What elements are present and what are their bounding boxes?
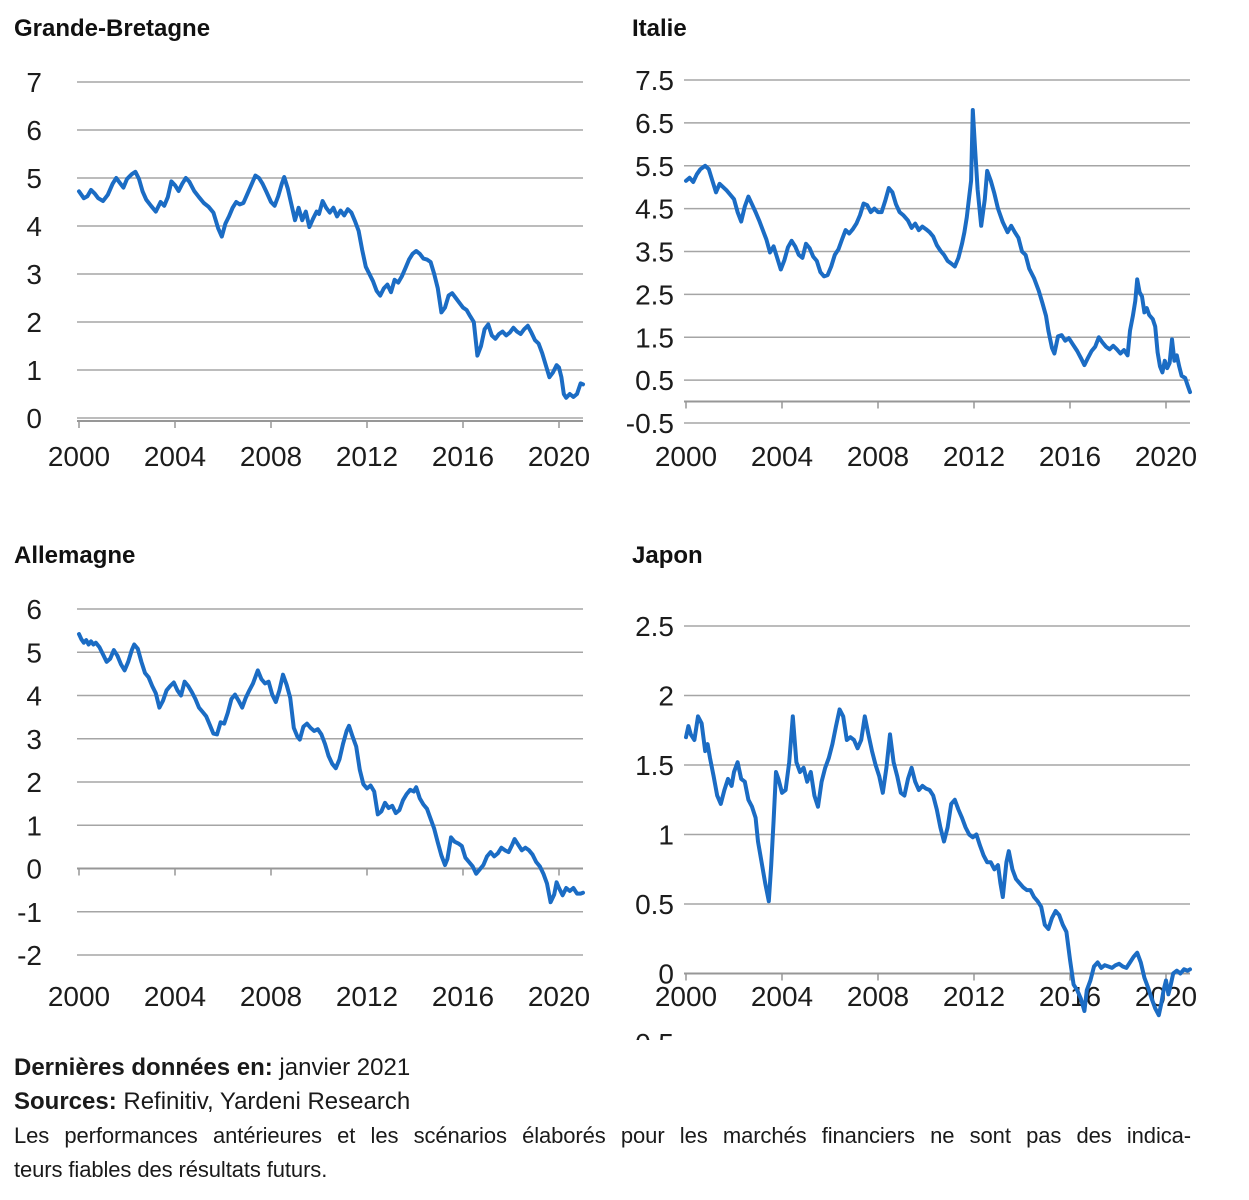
chart-title-allemagne: Allemagne (14, 542, 136, 569)
y-axis-label: -2 (17, 940, 42, 971)
y-axis-label: 1 (658, 820, 674, 851)
y-axis-label: 4 (26, 681, 42, 712)
x-axis-label: 2012 (943, 441, 1005, 472)
x-axis-label: 2000 (655, 981, 717, 1012)
y-axis-label: 7.5 (635, 65, 674, 96)
disclaimer-line2: teurs fiables des résultats futurs. (14, 1157, 328, 1182)
x-axis-label: 2008 (240, 981, 302, 1012)
y-axis-label: 6.5 (635, 108, 674, 139)
x-axis-label: 2000 (48, 981, 110, 1012)
sources-line: Sources: Refinitiv, Yardeni Research (14, 1085, 1191, 1119)
y-axis-label: 7 (26, 67, 42, 98)
y-axis-label: 2 (26, 307, 42, 338)
last-data-value: janvier 2021 (279, 1054, 411, 1081)
y-axis-label: -0.5 (626, 1028, 674, 1040)
y-axis-label: 6 (26, 594, 42, 625)
y-axis-label: 2.5 (635, 611, 674, 642)
y-axis-label: 2.5 (635, 279, 674, 310)
x-axis-label: 2020 (1135, 441, 1197, 472)
last-data-label: Dernières données en: (14, 1054, 273, 1081)
y-axis-label: 0 (658, 959, 674, 990)
x-axis-label: 2000 (655, 441, 717, 472)
y-axis-label: 5 (26, 637, 42, 668)
sources-label: Sources: (14, 1088, 117, 1115)
x-axis-label: 2016 (1039, 981, 1101, 1012)
x-axis-label: 2008 (240, 441, 302, 472)
y-axis-label: 3 (26, 724, 42, 755)
y-axis-label: 3.5 (635, 237, 674, 268)
x-axis-label: 2004 (751, 441, 813, 472)
y-axis-label: 3 (26, 259, 42, 290)
chart-title-japon: Japon (632, 542, 703, 569)
x-axis-label: 2016 (1039, 441, 1101, 472)
y-axis-label: 2 (658, 681, 674, 712)
y-axis-label: 1 (26, 810, 42, 841)
chart-title-grande-bretagne: Grande-Bretagne (14, 15, 211, 42)
y-axis-label: 5.5 (635, 151, 674, 182)
last-data-line: Dernières données en: janvier 2021 (14, 1051, 1191, 1085)
y-axis-label: 4 (26, 211, 42, 242)
y-axis-label: -0.5 (626, 408, 674, 439)
series-line-japon (684, 707, 1192, 1018)
y-axis-label: 1.5 (635, 322, 674, 353)
x-axis-label: 2016 (432, 441, 494, 472)
chart-title-italie: Italie (632, 15, 687, 42)
y-axis-label: 2 (26, 767, 42, 798)
x-axis-label: 2012 (943, 981, 1005, 1012)
x-axis-label: 2008 (847, 441, 909, 472)
y-axis-label: 1.5 (635, 750, 674, 781)
series-line-italie (684, 108, 1192, 395)
sources-value: Refinitiv, Yardeni Research (123, 1088, 411, 1115)
y-axis-label: 4.5 (635, 194, 674, 225)
footer: Dernières données en: janvier 2021 Sourc… (14, 1051, 1191, 1187)
x-axis-label: 2020 (528, 441, 590, 472)
x-axis-label: 2000 (48, 441, 110, 472)
y-axis-label: 0 (26, 854, 42, 885)
series-line-grande-bretagne (77, 169, 585, 400)
y-axis-label: 6 (26, 115, 42, 146)
x-axis-label: 2004 (144, 981, 206, 1012)
x-axis-label: 2004 (144, 441, 206, 472)
y-axis-label: 1 (26, 355, 42, 386)
disclaimer-line1: Les performances antérieures et les scén… (14, 1123, 1191, 1148)
x-axis-label: 2008 (847, 981, 909, 1012)
y-axis-label: 0.5 (635, 889, 674, 920)
x-axis-label: 2016 (432, 981, 494, 1012)
x-axis-label: 2012 (336, 981, 398, 1012)
x-axis-label: 2020 (528, 981, 590, 1012)
y-axis-label: 0 (26, 403, 42, 434)
x-axis-label: 2004 (751, 981, 813, 1012)
y-axis-label: -1 (17, 897, 42, 928)
series-line-allemagne (77, 632, 585, 905)
y-axis-label: 0.5 (635, 365, 674, 396)
x-axis-label: 2012 (336, 441, 398, 472)
y-axis-label: 5 (26, 163, 42, 194)
